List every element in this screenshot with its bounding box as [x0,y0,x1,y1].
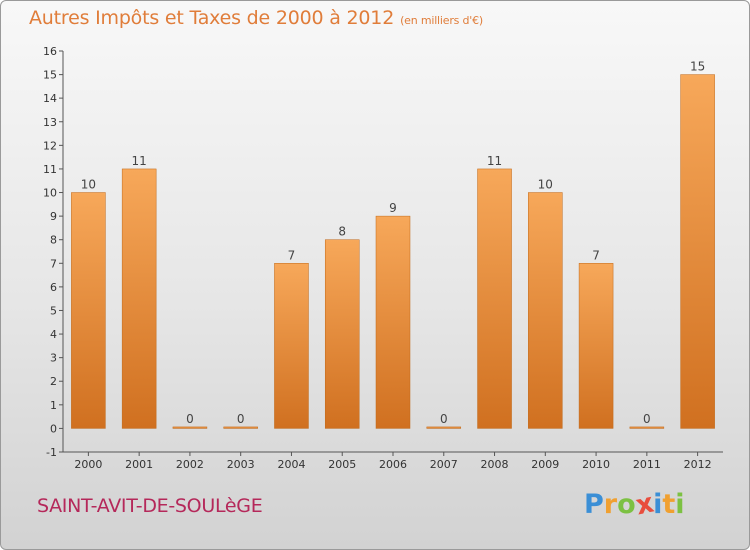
chart-title: Autres Impôts et Taxes de 2000 à 2012 (en… [29,7,483,29]
value-label-2010: 7 [592,248,600,262]
x-tick-label-2000: 2000 [74,458,102,471]
y-tick-label: 15 [43,69,57,82]
x-tick-label-2002: 2002 [176,458,204,471]
x-tick-label-2009: 2009 [531,458,559,471]
y-tick-label: 6 [50,281,57,294]
logo-letter: o [617,489,636,520]
y-tick-label: 3 [50,352,57,365]
commune-name: SAINT-AVIT-DE-SOULèGE [37,495,263,517]
bar-2004 [274,263,309,429]
value-label-2006: 9 [389,201,397,215]
y-tick-label: 8 [50,234,57,247]
bar-2009 [528,192,563,429]
x-tick-label-2005: 2005 [328,458,356,471]
x-tick-label-2003: 2003 [227,458,255,471]
proxiti-logo: Proxiti [584,488,685,522]
value-label-2004: 7 [288,248,296,262]
y-tick-label: 1 [50,399,57,412]
y-tick-label: 9 [50,210,57,223]
x-tick-label-2012: 2012 [684,458,712,471]
x-tick-label-2007: 2007 [430,458,458,471]
bar-2005 [324,239,360,429]
value-label-2002: 0 [186,412,194,426]
bar-2003 [223,426,258,429]
value-label-2007: 0 [440,412,448,426]
value-label-2000: 10 [81,178,96,192]
bar-2002 [172,426,208,429]
y-tick-label: 11 [43,163,57,176]
bar-2000 [71,192,106,429]
logo-letter: r [603,489,618,520]
y-tick-label: 13 [43,116,57,129]
bar-2006 [375,215,411,429]
logo-letter: i [675,489,685,520]
bar-2012 [680,74,715,429]
y-tick-label: 5 [50,304,57,317]
chart-bars [71,74,715,429]
x-tick-label-2006: 2006 [379,458,407,471]
value-label-2009: 10 [538,178,553,192]
value-label-2003: 0 [237,412,245,426]
y-tick-label: 10 [43,187,57,200]
value-label-2005: 8 [338,225,346,239]
bar-2010 [578,263,614,429]
y-tick-label: 14 [43,92,57,105]
y-tick-label: 0 [50,422,57,435]
y-tick-label: 4 [50,328,57,341]
value-label-2011: 0 [643,412,651,426]
logo-letter: P [584,489,604,520]
value-label-2008: 11 [487,154,502,168]
x-tick-label-2010: 2010 [582,458,610,471]
chart-title-text: Autres Impôts et Taxes de 2000 à 2012 [29,7,395,29]
logo-letter: i [653,489,663,520]
value-label-2012: 15 [690,60,705,74]
y-tick-label: 7 [50,257,57,270]
bar-2007 [426,426,462,429]
value-label-2001: 11 [132,154,147,168]
x-tick-label-2008: 2008 [481,458,509,471]
logo-letter: t [662,489,676,520]
x-tick-label-2011: 2011 [633,458,661,471]
y-tick-label: 12 [43,139,57,152]
bar-2011 [629,426,665,429]
chart-value-labels: 10 11 0 0 7 8 9 0 11 10 7 0 15 [81,60,706,426]
chart-subtitle: (en milliers d'€) [400,14,483,27]
y-tick-label: -1 [46,446,57,459]
x-tick-label-2001: 2001 [125,458,153,471]
bar-2008 [477,168,512,429]
bar-2001 [121,168,157,429]
x-tick-label-2004: 2004 [277,458,305,471]
y-tick-label: 2 [50,375,57,388]
y-tick-label: 16 [43,45,57,58]
